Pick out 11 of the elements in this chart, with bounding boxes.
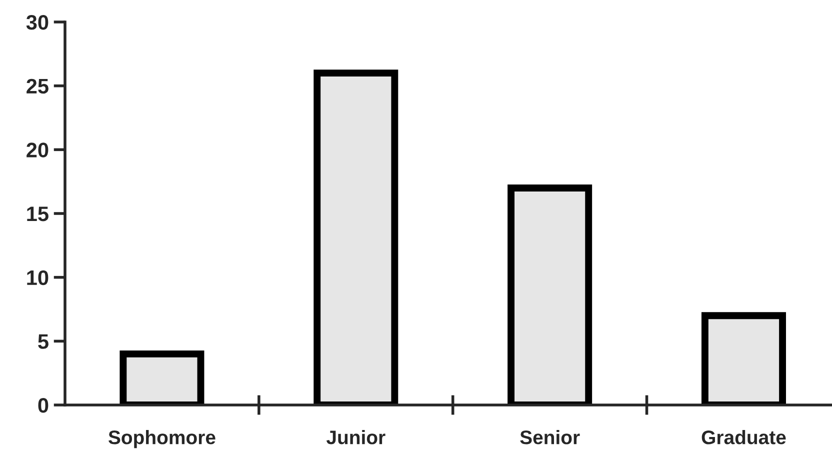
x-tick-label: Senior <box>520 430 580 444</box>
x-tick-label: Sophomore <box>108 430 216 448</box>
y-tick-label: 5 <box>38 334 48 349</box>
y-tick-label: 0 <box>38 398 48 413</box>
y-tick-label: 25 <box>26 78 48 94</box>
y-tick-label: 10 <box>27 270 48 286</box>
y-tick-label: 15 <box>27 206 48 222</box>
x-tick-label: Graduate <box>702 430 786 444</box>
x-tick-label: Junior <box>326 430 386 444</box>
y-tick-label: 30 <box>26 15 48 30</box>
y-tick-label: 20 <box>26 142 48 158</box>
